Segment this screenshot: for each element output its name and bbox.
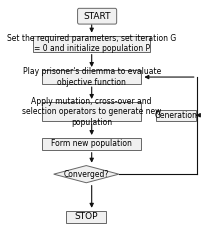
FancyBboxPatch shape	[77, 8, 117, 24]
Text: Form new population: Form new population	[51, 139, 132, 148]
Text: Apply mutation, cross-over and
selection operators to generate new
population: Apply mutation, cross-over and selection…	[22, 97, 161, 126]
Bar	[42, 138, 142, 150]
Bar	[66, 211, 106, 223]
Text: Generation: Generation	[154, 111, 197, 120]
Text: START: START	[83, 12, 111, 21]
Text: Set the required parameters, set iteration G
= 0 and initialize population P: Set the required parameters, set iterati…	[7, 34, 176, 53]
Bar	[33, 36, 151, 52]
Bar	[42, 102, 142, 121]
Bar	[156, 109, 196, 121]
Text: Converged?: Converged?	[64, 170, 109, 179]
Bar	[42, 70, 142, 84]
Text: Play prisoner's dilemma to evaluate
objective function: Play prisoner's dilemma to evaluate obje…	[22, 67, 161, 87]
Text: STOP: STOP	[75, 212, 98, 221]
Polygon shape	[54, 166, 119, 183]
